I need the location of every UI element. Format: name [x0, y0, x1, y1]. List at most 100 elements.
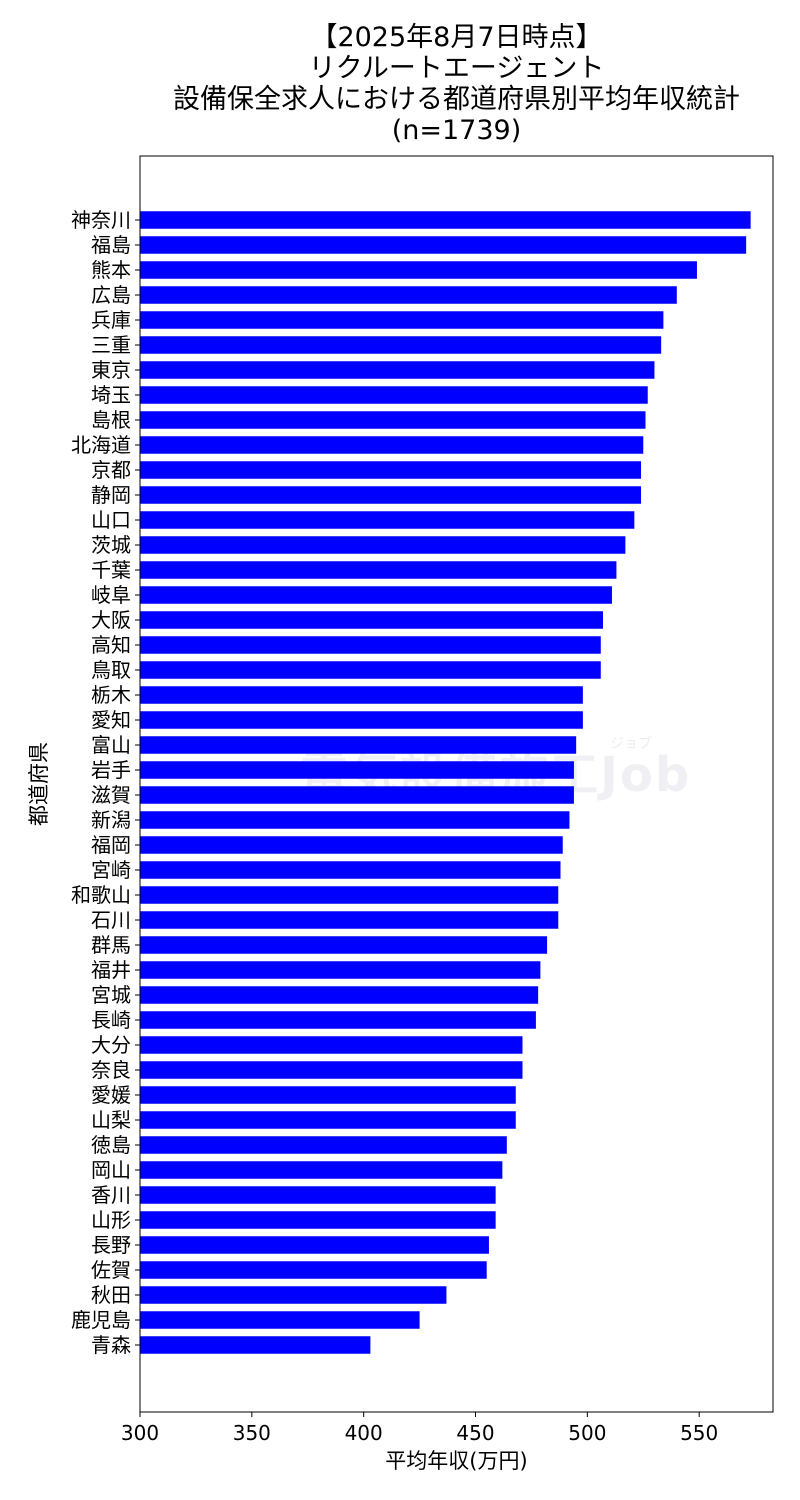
y-tick-label: 島根 — [91, 408, 131, 432]
y-tick-label: 宮崎 — [91, 858, 131, 882]
bar-岐阜 — [140, 586, 612, 604]
y-tick-label: 栃木 — [91, 683, 131, 707]
x-tick-label: 300 — [121, 1421, 159, 1445]
y-tick-label: 佐賀 — [91, 1258, 131, 1282]
y-tick-label: 鹿児島 — [71, 1308, 131, 1332]
bar-石川 — [140, 911, 559, 929]
bar-宮城 — [140, 986, 539, 1004]
bar-大阪 — [140, 611, 604, 629]
bar-新潟 — [140, 811, 570, 829]
bar-鳥取 — [140, 661, 601, 679]
y-tick-label: 愛媛 — [91, 1083, 131, 1107]
y-tick-label: 福井 — [91, 958, 131, 982]
y-tick-label: 新潟 — [91, 808, 131, 832]
bar-鹿児島 — [140, 1311, 420, 1329]
y-tick-label: 青森 — [91, 1333, 131, 1357]
bar-山口 — [140, 511, 635, 529]
bar-奈良 — [140, 1061, 523, 1079]
chart-title: 【2025年8月7日時点】 リクルートエージェント 設備保全求人における都道府県… — [140, 22, 773, 146]
y-tick-label: 山口 — [91, 508, 131, 532]
bar-東京 — [140, 361, 655, 379]
x-tick-label: 450 — [456, 1421, 494, 1445]
bar-埼玉 — [140, 386, 648, 404]
chart-title-line-1: 【2025年8月7日時点】 — [310, 22, 603, 53]
bar-北海道 — [140, 436, 644, 454]
bar-福井 — [140, 961, 541, 979]
bar-千葉 — [140, 561, 617, 579]
bar-高知 — [140, 636, 601, 654]
category-labels-layer: 神奈川福島熊本広島兵庫三重東京埼玉島根北海道京都静岡山口茨城千葉岐阜大阪高知鳥取… — [71, 208, 131, 1357]
y-tick-label: 岡山 — [91, 1158, 131, 1182]
bars-layer — [140, 211, 751, 1354]
y-tick-label: 茨城 — [91, 533, 131, 557]
y-tick-label: 高知 — [91, 633, 131, 657]
x-tick-label: 400 — [345, 1421, 383, 1445]
y-tick-label: 三重 — [91, 333, 131, 357]
y-tick-label: 千葉 — [91, 558, 131, 582]
chart-title-line-2: リクルートエージェント — [308, 53, 605, 84]
y-tick-label: 兵庫 — [91, 308, 131, 332]
bar-青森 — [140, 1336, 371, 1354]
bar-宮崎 — [140, 861, 561, 879]
bar-広島 — [140, 286, 677, 304]
y-tick-label: 富山 — [91, 733, 131, 757]
y-tick-label: 福島 — [91, 233, 131, 257]
bar-熊本 — [140, 261, 697, 279]
watermark-logo-sub: ジョブ — [610, 736, 652, 752]
y-tick-label: 東京 — [91, 358, 131, 382]
y-tick-label: 山梨 — [91, 1108, 131, 1132]
bar-神奈川 — [140, 211, 751, 229]
y-tick-label: 長野 — [91, 1233, 131, 1257]
y-axis-label: 都道府県 — [27, 742, 51, 826]
bar-兵庫 — [140, 311, 664, 329]
bar-岩手 — [140, 761, 574, 779]
y-tick-label: 長崎 — [91, 1008, 131, 1032]
bar-茨城 — [140, 536, 626, 554]
y-tick-label: 鳥取 — [91, 658, 131, 682]
bar-岡山 — [140, 1161, 503, 1179]
x-axis-label: 平均年収(万円) — [385, 1449, 527, 1473]
chart-title-line-4: (n=1739) — [391, 115, 522, 146]
plot-area-frame — [139, 155, 774, 1413]
y-tick-label: 埼玉 — [91, 383, 131, 407]
bar-山形 — [140, 1211, 496, 1229]
y-tick-label: 宮城 — [91, 983, 131, 1007]
bar-群馬 — [140, 936, 548, 954]
y-tick-label: 奈良 — [91, 1058, 131, 1082]
x-tick-label: 500 — [568, 1421, 606, 1445]
bar-島根 — [140, 411, 646, 429]
y-tick-label: 愛知 — [91, 708, 131, 732]
chart-title-line-3: 設備保全求人における都道府県別平均年収統計 — [173, 84, 740, 115]
bar-栃木 — [140, 686, 583, 704]
bar-京都 — [140, 461, 642, 479]
y-tick-label: 秋田 — [91, 1283, 131, 1307]
bar-滋賀 — [140, 786, 574, 804]
bar-山梨 — [140, 1111, 516, 1129]
y-tick-label: 岐阜 — [91, 583, 131, 607]
y-tick-label: 京都 — [91, 458, 131, 482]
y-tick-label: 滋賀 — [91, 783, 131, 807]
axis-layer: 300 350 400 450 500 550 — [121, 219, 718, 1445]
bar-佐賀 — [140, 1261, 487, 1279]
bar-愛知 — [140, 711, 583, 729]
bar-富山 — [140, 736, 577, 754]
y-tick-label: 広島 — [91, 283, 131, 307]
bar-長野 — [140, 1236, 489, 1254]
bar-愛媛 — [140, 1086, 516, 1104]
bar-静岡 — [140, 486, 642, 504]
bar-秋田 — [140, 1286, 447, 1304]
y-tick-label: 岩手 — [91, 758, 131, 782]
bar-長崎 — [140, 1011, 536, 1029]
y-tick-label: 大分 — [91, 1033, 131, 1057]
bar-三重 — [140, 336, 662, 354]
y-tick-label: 北海道 — [71, 433, 131, 457]
bar-大分 — [140, 1036, 523, 1054]
y-tick-label: 和歌山 — [71, 883, 131, 907]
y-tick-label: 山形 — [91, 1208, 131, 1232]
bar-福島 — [140, 236, 747, 254]
y-tick-label: 静岡 — [91, 483, 131, 507]
bar-徳島 — [140, 1136, 507, 1154]
x-tick-label: 350 — [233, 1421, 271, 1445]
bar-香川 — [140, 1186, 496, 1204]
